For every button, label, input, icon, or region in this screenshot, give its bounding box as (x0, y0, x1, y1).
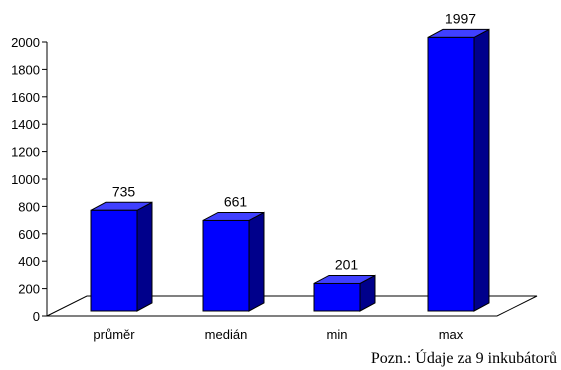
bar-front (427, 36, 475, 312)
y-tick-label: 1200 (11, 145, 40, 160)
data-label: 201 (335, 256, 359, 272)
data-labels: 735 661 201 1997 (112, 10, 476, 272)
bar-front (90, 209, 138, 312)
bar (313, 274, 376, 312)
y-tick-label: 1800 (11, 62, 40, 77)
bar-front (313, 282, 361, 312)
bar (90, 201, 153, 312)
chart-floor (46, 295, 538, 317)
bar-front (202, 219, 250, 312)
bar (427, 28, 490, 312)
category-label: průměr (93, 327, 135, 342)
category-label: medián (205, 327, 248, 342)
y-tick-label: 1600 (11, 90, 40, 105)
y-tick-label: 200 (18, 282, 40, 297)
y-tick-label: 400 (18, 254, 40, 269)
y-tick-label: 1000 (11, 172, 40, 187)
bars (90, 28, 490, 312)
category-labels: průměr medián min max (93, 327, 463, 342)
y-axis-ticks: 0 200 400 600 800 1000 1200 1400 1600 1800 2000 (11, 35, 47, 324)
category-label: max (439, 327, 464, 342)
footnote: Pozn.: Údaje za 9 inkubátorů (370, 350, 557, 367)
data-label: 1997 (445, 10, 476, 26)
y-tick-label: 0 (33, 309, 40, 324)
bar-side (248, 211, 265, 312)
y-tick-label: 1400 (11, 117, 40, 132)
y-tick-label: 600 (18, 227, 40, 242)
data-label: 735 (112, 183, 136, 199)
bar-side (473, 28, 490, 312)
bar-side (136, 201, 153, 312)
bar (202, 211, 265, 312)
y-tick-label: 2000 (11, 35, 40, 50)
category-label: min (327, 327, 348, 342)
data-label: 661 (224, 193, 248, 209)
y-tick-label: 800 (18, 199, 40, 214)
